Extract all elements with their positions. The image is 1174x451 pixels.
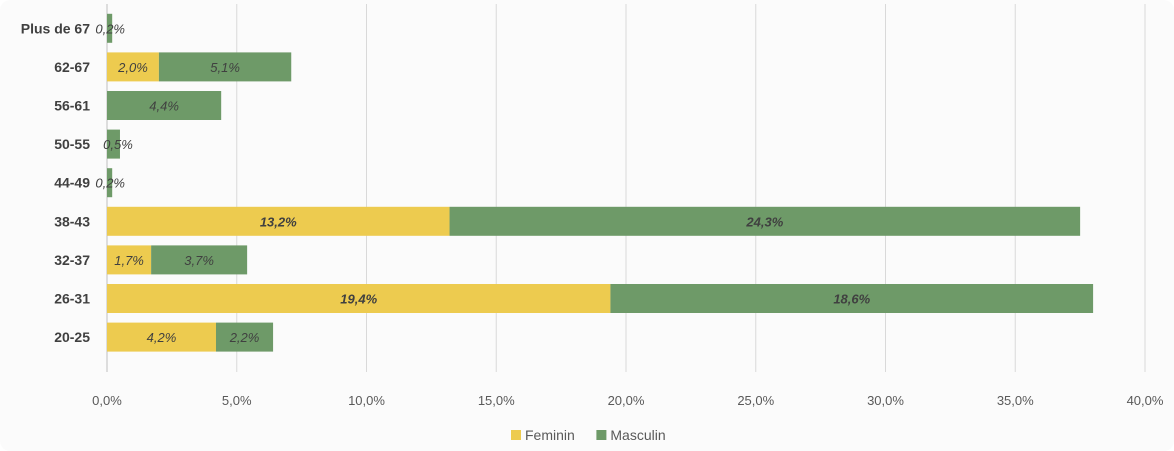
bar-masculin xyxy=(107,13,113,43)
x-tick-label: 0,0% xyxy=(92,393,122,408)
data-label: 4,4% xyxy=(149,99,179,114)
data-label: 5,1% xyxy=(210,60,240,75)
legend-label-masculin: Masculin xyxy=(610,427,665,443)
category-label: 50-55 xyxy=(54,136,90,152)
bar-feminin xyxy=(107,284,611,313)
data-label: 24,3% xyxy=(745,214,783,229)
bar-masculin xyxy=(151,245,248,275)
bar-masculin xyxy=(610,284,1094,313)
data-label: 1,7% xyxy=(114,253,144,268)
x-tick-label: 5,0% xyxy=(222,393,252,408)
data-label: 2,2% xyxy=(229,330,260,345)
bar-masculin xyxy=(449,206,1081,236)
category-label: 44-49 xyxy=(54,175,90,191)
bar-masculin xyxy=(215,322,274,352)
x-tick-label: 25,0% xyxy=(737,393,774,408)
x-tick-label: 35,0% xyxy=(997,393,1034,408)
legend-swatch-feminin xyxy=(511,430,521,440)
x-tick-label: 10,0% xyxy=(348,393,385,408)
data-label: 0,5% xyxy=(103,137,133,152)
data-label: 0,2% xyxy=(95,176,125,191)
data-label: 3,7% xyxy=(184,253,214,268)
category-label: 62-67 xyxy=(54,59,90,75)
bar-masculin xyxy=(107,168,113,198)
bar-feminin xyxy=(107,52,159,82)
x-tick-label: 20,0% xyxy=(608,393,645,408)
bar-feminin xyxy=(107,206,450,236)
category-label: Plus de 67 xyxy=(21,20,90,36)
category-label: 26-31 xyxy=(54,291,90,307)
legend-label-feminin: Feminin xyxy=(525,427,575,443)
category-label: 56-61 xyxy=(54,98,90,114)
category-label: 32-37 xyxy=(54,252,90,268)
x-tick-label: 30,0% xyxy=(867,393,904,408)
category-label: 38-43 xyxy=(54,213,90,229)
data-label: 18,6% xyxy=(833,292,870,307)
bar-masculin xyxy=(107,91,222,120)
bar-masculin xyxy=(158,52,292,82)
data-label: 2,0% xyxy=(117,60,148,75)
data-label: 4,2% xyxy=(147,330,177,345)
bar-feminin xyxy=(107,245,152,275)
x-tick-label: 40,0% xyxy=(1127,393,1164,408)
legend-swatch-masculin xyxy=(596,430,607,440)
data-label: 19,4% xyxy=(340,292,377,307)
data-label: 13,2% xyxy=(260,214,297,229)
data-label: 0,2% xyxy=(95,21,125,36)
bar-masculin xyxy=(107,129,120,159)
bar-feminin xyxy=(107,322,216,352)
x-tick-label: 15,0% xyxy=(478,393,515,408)
category-label: 20-25 xyxy=(54,329,90,345)
